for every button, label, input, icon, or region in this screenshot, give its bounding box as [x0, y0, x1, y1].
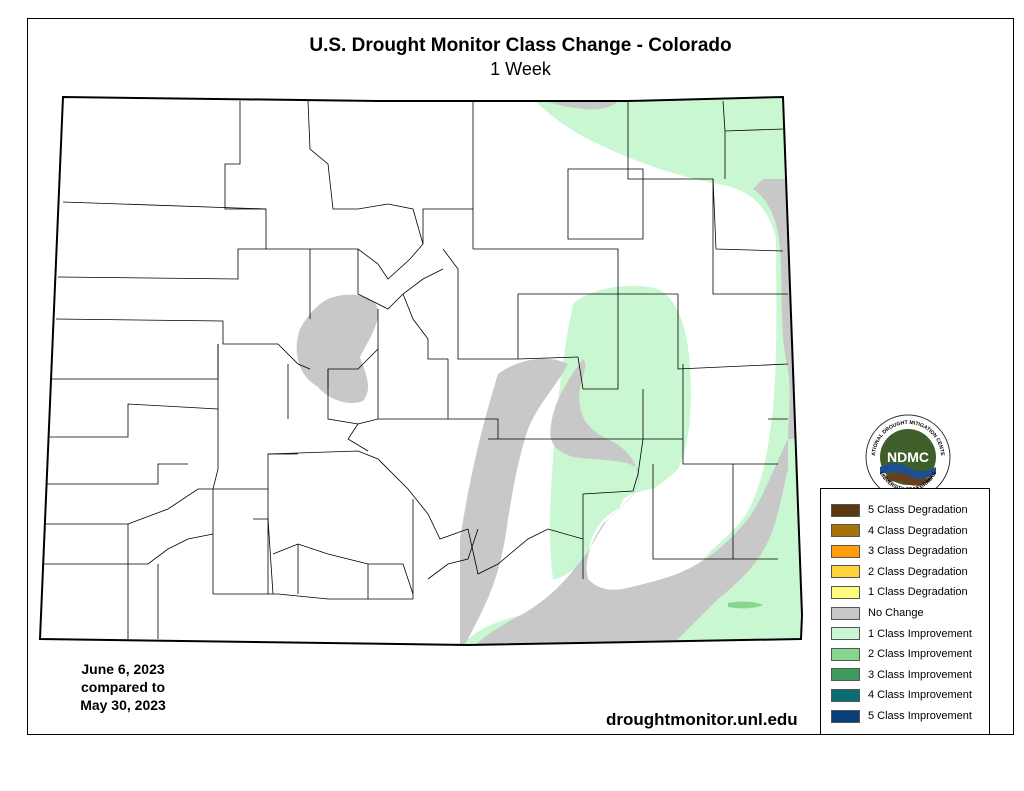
legend-swatch	[831, 668, 860, 682]
legend-item: 4 Class Improvement	[831, 687, 972, 703]
map-title: U.S. Drought Monitor Class Change - Colo…	[309, 35, 732, 56]
legend-swatch	[831, 606, 860, 620]
legend-swatch	[831, 503, 860, 517]
map-subtitle: 1 Week	[490, 59, 551, 79]
legend-item: 2 Class Improvement	[831, 646, 972, 662]
legend: 5 Class Degradation 4 Class Degradation 3 …	[820, 488, 990, 735]
legend-label: 2 Class Improvement	[868, 648, 972, 661]
legend-swatch	[831, 647, 860, 661]
legend-swatch	[831, 565, 860, 579]
legend-label: 3 Class Improvement	[868, 668, 972, 681]
legend-item: 3 Class Degradation	[831, 543, 968, 559]
colorado-map	[38, 95, 804, 647]
legend-item: 2 Class Degradation	[831, 564, 968, 580]
date-current: June 6, 2023	[81, 661, 165, 677]
legend-item: 5 Class Degradation	[831, 502, 968, 518]
legend-label: 1 Class Degradation	[868, 586, 968, 599]
date-compared-to: compared to	[80, 679, 165, 695]
date-previous: May 30, 2023	[80, 697, 166, 713]
logo-name: NDMC	[887, 449, 929, 465]
legend-item: 1 Class Improvement	[831, 626, 972, 642]
ndmc-seal-icon: NDMC NATIONAL DROUGHT MITIGATION CENTER …	[863, 412, 951, 500]
legend-swatch	[831, 627, 860, 641]
legend-swatch	[831, 524, 860, 538]
legend-label: 4 Class Improvement	[868, 689, 972, 702]
comparison-dates: June 6, 2023 compared to May 30, 2023	[68, 660, 178, 714]
legend-item: 3 Class Improvement	[831, 667, 972, 683]
legend-swatch	[831, 585, 860, 599]
legend-item: 1 Class Degradation	[831, 584, 968, 600]
two-class-improvement-patch	[728, 601, 763, 609]
source-url[interactable]: droughtmonitor.unl.edu	[606, 710, 798, 729]
improvement-region-east	[453, 97, 802, 645]
legend-swatch	[831, 544, 860, 558]
no-change-region-west	[296, 294, 379, 404]
legend-label: 3 Class Degradation	[868, 545, 968, 558]
improvement-region-central	[549, 285, 691, 579]
legend-swatch	[831, 688, 860, 702]
map-frame: U.S. Drought Monitor Class Change - Colo…	[27, 18, 1014, 735]
no-change-region-southeast	[463, 359, 788, 645]
legend-item: 4 Class Degradation	[831, 523, 968, 539]
legend-swatch	[831, 709, 860, 723]
legend-label: 1 Class Improvement	[868, 627, 972, 640]
state-outline	[38, 95, 804, 647]
legend-item: 5 Class Improvement	[831, 708, 972, 724]
county-boundaries	[42, 100, 789, 639]
legend-item: No Change	[831, 605, 924, 621]
legend-label: 5 Class Degradation	[868, 504, 968, 516]
legend-label: 5 Class Improvement	[868, 710, 972, 722]
legend-label: No Change	[868, 607, 924, 619]
legend-label: 4 Class Degradation	[868, 524, 968, 537]
no-change-region-north	[546, 101, 618, 110]
legend-label: 2 Class Degradation	[868, 565, 968, 578]
